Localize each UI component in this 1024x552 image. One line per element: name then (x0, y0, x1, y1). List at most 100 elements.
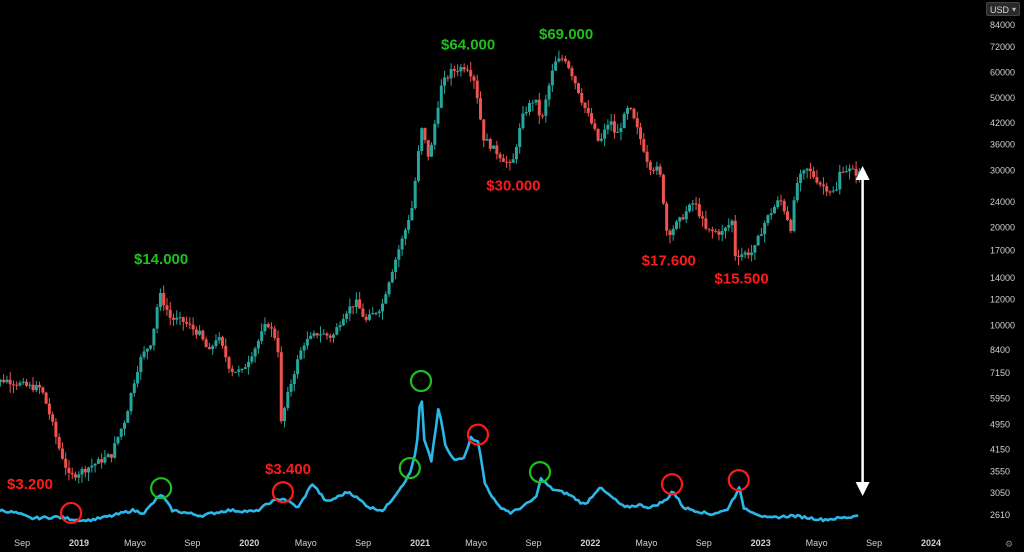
x-tick-label: Sep (525, 538, 541, 548)
candle-body (328, 335, 332, 338)
y-tick-label: 50000 (990, 93, 1015, 103)
candle-body (436, 107, 440, 124)
y-tick-label: 5950 (990, 394, 1010, 404)
candle-body (47, 403, 51, 415)
candle-body (149, 345, 153, 349)
candle-body (38, 384, 42, 388)
candle-body (381, 303, 385, 312)
candle-body (599, 138, 603, 141)
candle-body (132, 383, 136, 394)
candle-body (586, 108, 590, 114)
candle-body (266, 324, 270, 328)
candle-body (234, 371, 238, 373)
y-tick-label: 42000 (990, 118, 1015, 128)
candle-body (348, 306, 352, 314)
range-arrow-head-up (855, 166, 870, 180)
x-tick-label: Sep (355, 538, 371, 548)
candle-body (730, 220, 734, 226)
signal-marker-circle (409, 369, 433, 393)
currency-selector[interactable]: USD ▾ (986, 2, 1020, 16)
candle-body (273, 328, 277, 338)
candle-body (41, 387, 45, 393)
indicator-line (0, 400, 859, 523)
annotations-layer: $3.200 $14.000 $3.400 $64.000 $30.000 $69.000… (7, 26, 769, 493)
candle-body (469, 70, 473, 77)
candle-body (283, 407, 287, 422)
candle-body (838, 171, 842, 190)
candle-body (799, 173, 803, 183)
currency-label: USD (990, 5, 1010, 15)
candle-body (302, 345, 306, 351)
signal-marker-circle (150, 477, 173, 500)
candle-body (243, 367, 247, 369)
candle-body (570, 68, 574, 77)
y-tick-label: 36000 (990, 140, 1015, 150)
candle-body (580, 93, 584, 103)
candle-body (629, 107, 633, 109)
candle-body (459, 67, 463, 72)
candle-body (292, 374, 296, 384)
candle-body (253, 348, 257, 357)
candle-body (15, 384, 19, 386)
candle-body (5, 379, 9, 383)
candle-body (433, 123, 437, 145)
candle-body (576, 83, 580, 94)
y-tick-label: 3550 (990, 467, 1010, 477)
signal-marker-circle (727, 469, 750, 492)
candle-body (413, 180, 417, 208)
candle-body (338, 325, 342, 328)
candle-body (394, 259, 398, 273)
y-tick-label: 17000 (990, 246, 1015, 256)
y-tick-label: 4950 (990, 420, 1010, 430)
candle-body (358, 299, 362, 309)
candle-body (612, 121, 616, 133)
gear-icon[interactable]: ⚙ (1005, 539, 1014, 549)
candle-body (60, 448, 64, 459)
candle-body (286, 391, 290, 408)
candle-body (289, 383, 293, 392)
candle-body (808, 168, 812, 172)
candle-body (619, 127, 623, 132)
candle-body (701, 216, 705, 219)
candle-body (142, 351, 146, 358)
candle-body (341, 318, 345, 326)
candle-body (439, 85, 443, 108)
candle-body (554, 61, 558, 71)
candle-body (240, 368, 244, 370)
candle-body (786, 211, 790, 220)
indicator-layer (0, 400, 859, 523)
y-tick-label: 72000 (990, 42, 1015, 52)
candle-body (168, 309, 172, 318)
candle-body (482, 119, 486, 141)
candle-body (697, 204, 701, 217)
signal-marker-circle (59, 501, 83, 525)
candle-body (854, 168, 858, 176)
x-axis: Sep 2019 Mayo Sep 2020 Mayo Sep 2021 Mayo Sep 2022… (14, 538, 941, 548)
candle-body (818, 182, 822, 185)
x-tick-label: Mayo (295, 538, 317, 548)
candle-body (64, 458, 68, 468)
x-tick-label: Sep (696, 538, 712, 548)
candle-body (361, 308, 365, 317)
candle-body (96, 459, 100, 464)
x-tick-label: Mayo (806, 538, 828, 548)
candle-body (77, 474, 81, 478)
candle-body (841, 171, 845, 173)
candle-body (590, 113, 594, 124)
candle-body (475, 80, 479, 99)
candle-body (603, 129, 607, 139)
candle-body (207, 347, 211, 350)
candle-body (625, 107, 629, 114)
candle-body (465, 69, 469, 71)
candle-body (642, 139, 646, 152)
candle-body (250, 356, 254, 362)
candle-body (51, 414, 55, 422)
candle-body (322, 333, 326, 335)
candle-body (315, 333, 319, 336)
candle-body (815, 177, 819, 183)
candle-body (606, 124, 610, 130)
candle-body (8, 379, 12, 385)
candle-body (727, 225, 731, 228)
candle-body (31, 384, 35, 391)
